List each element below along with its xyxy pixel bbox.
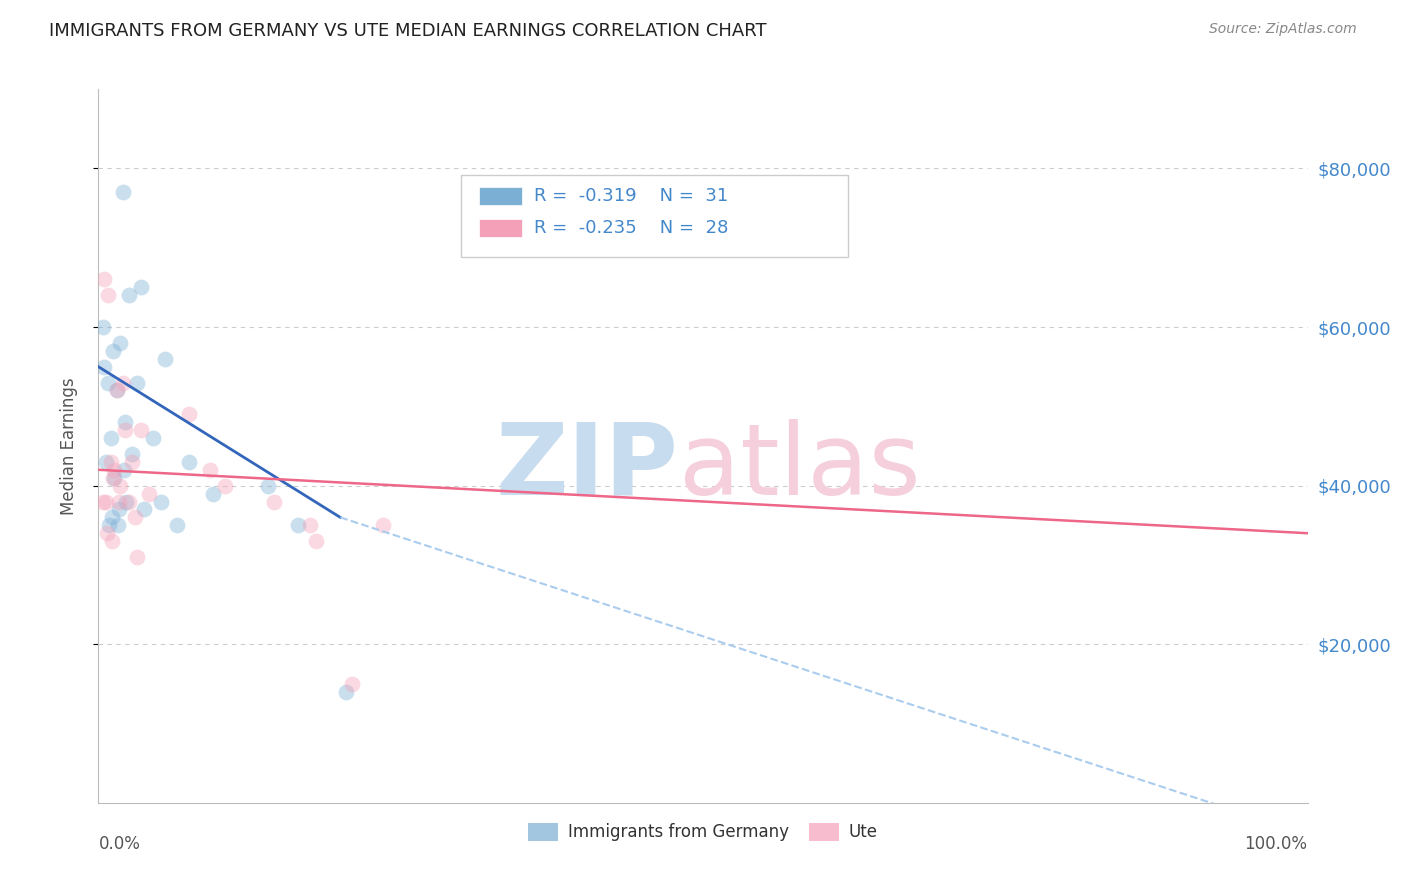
Legend: Immigrants from Germany, Ute: Immigrants from Germany, Ute	[522, 816, 884, 848]
Point	[100, 455, 122, 469]
Point	[108, 494, 131, 508]
Point	[105, 384, 128, 398]
Point	[179, 455, 201, 469]
FancyBboxPatch shape	[479, 187, 522, 205]
Point	[335, 685, 357, 699]
Point	[91, 494, 114, 508]
Point	[112, 463, 135, 477]
Point	[129, 423, 152, 437]
Point	[111, 376, 134, 390]
Point	[108, 478, 131, 492]
Text: Source: ZipAtlas.com: Source: ZipAtlas.com	[1209, 22, 1357, 37]
Point	[121, 447, 143, 461]
Point	[93, 272, 115, 286]
Text: R =  -0.319    N =  31: R = -0.319 N = 31	[534, 187, 728, 205]
Point	[127, 376, 149, 390]
Point	[98, 518, 121, 533]
Point	[371, 518, 394, 533]
Point	[118, 494, 141, 508]
Point	[127, 549, 149, 564]
Point	[114, 415, 136, 429]
Point	[214, 478, 236, 492]
Point	[103, 463, 125, 477]
Point	[114, 423, 136, 437]
Point	[179, 407, 201, 421]
Point	[134, 502, 156, 516]
FancyBboxPatch shape	[479, 219, 522, 237]
Text: 0.0%: 0.0%	[98, 835, 141, 853]
Point	[105, 384, 128, 398]
Point	[94, 494, 117, 508]
Point	[94, 455, 117, 469]
Y-axis label: Median Earnings: Median Earnings	[59, 377, 77, 515]
Point	[101, 471, 124, 485]
Point	[342, 677, 364, 691]
Point	[166, 518, 188, 533]
Point	[107, 518, 129, 533]
Point	[287, 518, 309, 533]
Point	[97, 288, 120, 302]
Point	[91, 320, 114, 334]
Point	[96, 526, 118, 541]
Text: R =  -0.235    N =  28: R = -0.235 N = 28	[534, 219, 728, 237]
Point	[111, 186, 134, 200]
Point	[198, 463, 221, 477]
Point	[108, 335, 131, 350]
Point	[299, 518, 322, 533]
Text: ZIP: ZIP	[496, 419, 679, 516]
Point	[142, 431, 165, 445]
Point	[103, 471, 125, 485]
Point	[202, 486, 225, 500]
Text: atlas: atlas	[679, 419, 921, 516]
Point	[256, 478, 278, 492]
Point	[101, 343, 124, 358]
FancyBboxPatch shape	[461, 175, 848, 257]
Point	[93, 359, 115, 374]
Point	[124, 510, 146, 524]
Point	[138, 486, 160, 500]
Point	[108, 502, 131, 516]
Point	[263, 494, 285, 508]
Point	[150, 494, 173, 508]
Point	[118, 288, 141, 302]
Point	[100, 534, 122, 549]
Point	[100, 510, 122, 524]
Text: IMMIGRANTS FROM GERMANY VS UTE MEDIAN EARNINGS CORRELATION CHART: IMMIGRANTS FROM GERMANY VS UTE MEDIAN EA…	[49, 22, 766, 40]
Point	[153, 351, 176, 366]
Point	[97, 376, 120, 390]
Text: 100.0%: 100.0%	[1244, 835, 1308, 853]
Point	[129, 280, 152, 294]
Point	[305, 534, 328, 549]
Point	[100, 431, 122, 445]
Point	[115, 494, 138, 508]
Point	[121, 455, 143, 469]
